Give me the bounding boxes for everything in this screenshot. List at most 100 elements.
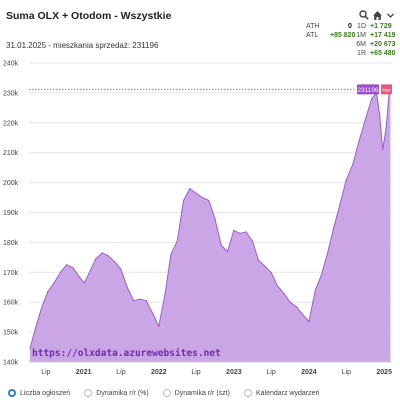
stat-label: 1D [357,23,366,30]
stat-6m: 6M +20 673 [352,40,396,49]
y-tick-label: 230k [3,90,19,97]
data-point [101,252,103,254]
stat-value: +1 729 [370,23,392,30]
x-tick-label: Lip [342,369,351,376]
legend-item-dynamika-szt[interactable]: Dynamika r/r (szt) [162,389,230,397]
legend-item-dynamika-proc[interactable]: Dynamika r/r (%) [84,389,149,397]
data-point [333,226,335,228]
data-point [95,258,97,260]
data-point [107,255,109,257]
data-point [314,289,316,291]
data-point [257,259,260,261]
radio-button[interactable] [84,389,93,397]
data-point [385,128,387,130]
data-point [345,179,347,181]
data-point [295,306,297,308]
y-tick-label: 150k [3,330,19,337]
data-point [352,164,354,166]
data-point [170,253,172,255]
stat-label: 6M [356,41,366,48]
stat-label: ATL [306,32,319,39]
data-point [89,270,91,272]
x-tick-label: Lip [266,369,275,376]
data-point [270,271,272,273]
data-point [283,292,285,294]
data-point [158,325,160,327]
y-tick-label: 190k [3,210,19,217]
data-point [114,261,116,263]
stats-periods: 1D +1 729 1M +17 419 6M +20 673 1R +65 480 [352,22,396,58]
stat-value: +20 673 [370,41,396,48]
data-point [66,264,68,266]
stat-value: +17 419 [370,32,396,39]
data-point [382,149,384,151]
x-tick-label: Lip [116,369,125,376]
stat-value: +65 480 [370,50,396,57]
data-point [339,202,341,205]
stat-value: 0 [348,23,352,30]
legend-label: Liczba ogłoszeń [20,389,71,397]
stat-value: +85 820 [329,32,356,39]
data-point [189,188,191,190]
data-point [358,140,360,142]
y-tick-label: 140k [3,360,19,367]
data-point [176,240,178,242]
area-fill [30,89,391,363]
max-tag-label: Max [382,87,391,92]
y-tick-label: 220k [3,120,19,127]
data-point [59,271,62,273]
stat-atl: ATL +85 820 [306,31,355,40]
stat-1d: 1D +1 729 [352,22,396,31]
data-point [308,321,310,323]
data-point [233,229,235,231]
legend-item-kalendarz[interactable]: Kalendarz wydarzeń [243,389,319,397]
chart-subtitle: 31.01.2025 - mieszkania sprzedaż: 231196 [6,41,159,50]
data-point [164,292,166,294]
data-point [126,286,128,288]
legend-item-liczba[interactable]: Liczba ogłoszeń [8,389,70,397]
data-point [40,307,43,309]
data-point [151,312,153,314]
radio-button[interactable] [162,389,171,397]
data-point [53,282,55,284]
data-point [289,301,291,303]
x-tick-label: Lip [191,369,200,376]
data-point [83,282,86,284]
stat-ath: ATH 0 [306,22,355,31]
data-point [139,298,141,300]
x-tick-label: 2022 [151,369,167,376]
y-tick-label: 210k [3,150,19,157]
data-point [182,199,185,202]
magnifier-icon[interactable] [358,9,370,21]
y-tick-label: 170k [3,270,19,277]
data-point [276,285,278,287]
radio-button[interactable] [243,389,252,397]
home-icon[interactable] [371,9,383,21]
data-point [195,192,197,194]
data-point [220,244,222,246]
data-point [327,252,329,254]
chart-title: Suma OLX + Otodom - Wszystkie [6,10,172,22]
data-point [72,267,74,269]
x-tick-label: 2021 [76,369,92,376]
data-point [301,313,304,315]
data-point [29,347,31,350]
data-point [208,199,210,202]
y-tick-label: 200k [3,180,19,187]
data-point [34,328,36,330]
watermark-url: https://olxdata.azurewebsites.net [32,348,221,359]
data-point [120,268,122,270]
data-point [133,300,135,302]
data-point [320,274,322,276]
chevron-down-icon[interactable] [384,9,396,21]
x-tick-label: 2024 [301,369,317,376]
area-chart[interactable]: 140k 150k 160k 170k 180k 190k 200k 210k 220k 230k… [0,55,400,380]
current-value-tag [357,84,379,95]
data-point [371,98,373,100]
data-point [47,291,49,293]
y-tick-label: 180k [3,240,19,247]
x-tick-label: Lip [41,369,50,376]
data-point [201,196,203,199]
radio-button[interactable] [8,389,16,397]
data-point [245,231,247,233]
